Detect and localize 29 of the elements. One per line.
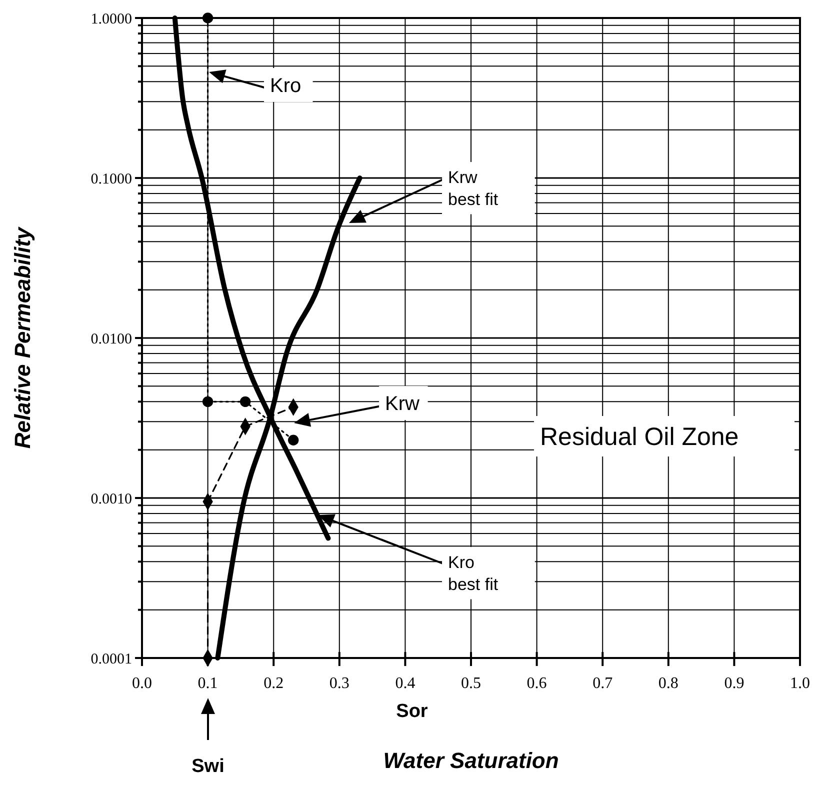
x-tick-label: 1.0 (790, 675, 810, 692)
x-axis-title: Water Saturation (383, 748, 559, 773)
point (202, 396, 214, 408)
y-tick-label: 0.0001 (90, 651, 132, 668)
x-tick-label: 0.3 (329, 675, 350, 692)
y-tick-label: 0.1000 (90, 171, 132, 188)
point (288, 434, 299, 446)
x-tick-label: 0.4 (395, 675, 416, 692)
annotation: Kro best fit (448, 553, 498, 594)
y-tick-label: 0.0100 (90, 331, 132, 348)
annotation: Krw best fit (448, 168, 498, 210)
y-tick-label: 0.0010 (90, 491, 132, 508)
x-tick-label: 0.5 (461, 675, 481, 692)
annotation: Residual Oil Zone (540, 423, 739, 451)
x-tick-label: 0.8 (658, 675, 678, 692)
x-tick-label: 0.1 (198, 675, 218, 692)
x-tick-label: 0.7 (592, 675, 613, 692)
text: Swi (192, 756, 224, 777)
annotation: Kro (270, 75, 302, 97)
y-axis-title: Relative Permeability (10, 226, 35, 449)
point (240, 396, 251, 408)
annotation: Krw (385, 393, 420, 415)
y-tick-label: 1.0000 (90, 11, 132, 28)
x-tick-label: 0.2 (264, 675, 284, 692)
point (202, 12, 214, 24)
x-tick-label: 0.9 (724, 675, 744, 692)
x-tick-label: 0.6 (526, 675, 547, 692)
x-tick-label: 0.0 (132, 675, 152, 692)
text: Sor (396, 701, 428, 722)
